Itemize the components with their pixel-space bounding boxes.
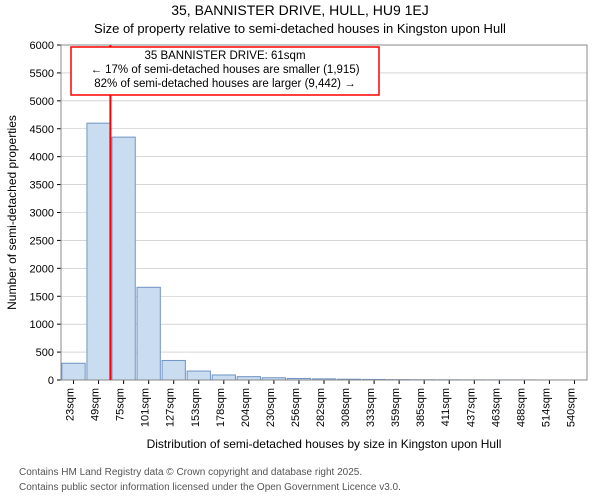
x-tick-label: 540sqm xyxy=(565,388,577,427)
x-tick-label: 178sqm xyxy=(215,388,227,427)
y-tick-label: 5500 xyxy=(30,68,54,80)
y-tick-label: 3500 xyxy=(30,180,54,192)
x-tick-label: 75sqm xyxy=(115,388,127,421)
x-tick-label: 101sqm xyxy=(140,388,152,427)
histogram-bar xyxy=(62,363,85,380)
x-tick-label: 256sqm xyxy=(290,388,302,427)
y-tick-label: 4000 xyxy=(30,152,54,164)
chart-svg: 35, BANNISTER DRIVE, HULL, HU9 1EJ Size o… xyxy=(0,0,600,500)
x-tick-label: 411sqm xyxy=(440,388,452,426)
y-tick-label: 2500 xyxy=(30,235,54,247)
x-tick-label: 385sqm xyxy=(415,388,427,427)
y-tick-label: 6000 xyxy=(30,40,54,52)
footer-line-2: Contains public sector information licen… xyxy=(19,482,401,493)
y-tick-label: 4500 xyxy=(30,124,54,136)
y-tick-label: 1000 xyxy=(30,319,54,331)
x-tick-label: 514sqm xyxy=(540,388,552,427)
y-tick-label: 500 xyxy=(36,347,54,359)
footer-line-1: Contains HM Land Registry data © Crown c… xyxy=(19,467,362,478)
histogram-bar xyxy=(212,375,235,380)
property-size-histogram: 35, BANNISTER DRIVE, HULL, HU9 1EJ Size o… xyxy=(0,0,600,500)
callout-line: 82% of semi-detached houses are larger (… xyxy=(94,78,355,90)
x-tick-label: 23sqm xyxy=(65,388,77,421)
x-tick-label: 127sqm xyxy=(165,388,177,427)
histogram-bar xyxy=(162,360,185,380)
x-tick-label: 230sqm xyxy=(265,388,277,427)
y-tick-label: 3000 xyxy=(30,208,54,220)
chart-subtitle: Size of property relative to semi-detach… xyxy=(94,21,506,36)
y-tick-label: 0 xyxy=(48,375,54,387)
histogram-bar xyxy=(137,287,160,380)
x-tick-label: 153sqm xyxy=(190,388,202,427)
y-tick-label: 2000 xyxy=(30,263,54,275)
callout-line: 35 BANNISTER DRIVE: 61sqm xyxy=(144,50,305,62)
histogram-bar xyxy=(87,123,110,380)
y-tick-label: 1500 xyxy=(30,291,54,303)
y-axis-label: Number of semi-detached properties xyxy=(5,115,19,310)
x-tick-label: 333sqm xyxy=(365,388,377,427)
x-tick-label: 308sqm xyxy=(340,388,352,427)
histogram-bar xyxy=(112,137,135,380)
x-tick-label: 282sqm xyxy=(315,388,327,427)
y-tick-label: 5000 xyxy=(30,96,54,108)
x-tick-label: 204sqm xyxy=(240,388,252,427)
x-tick-label: 488sqm xyxy=(515,388,527,427)
x-tick-label: 49sqm xyxy=(90,388,102,421)
chart-title: 35, BANNISTER DRIVE, HULL, HU9 1EJ xyxy=(171,2,429,18)
histogram-bar xyxy=(237,377,260,380)
x-axis-label: Distribution of semi-detached houses by … xyxy=(147,437,502,451)
x-tick-label: 359sqm xyxy=(390,388,402,427)
x-tick-label: 437sqm xyxy=(465,388,477,427)
histogram-bar xyxy=(187,371,210,380)
callout-line: ← 17% of semi-detached houses are smalle… xyxy=(90,64,359,76)
x-tick-label: 463sqm xyxy=(490,388,502,427)
